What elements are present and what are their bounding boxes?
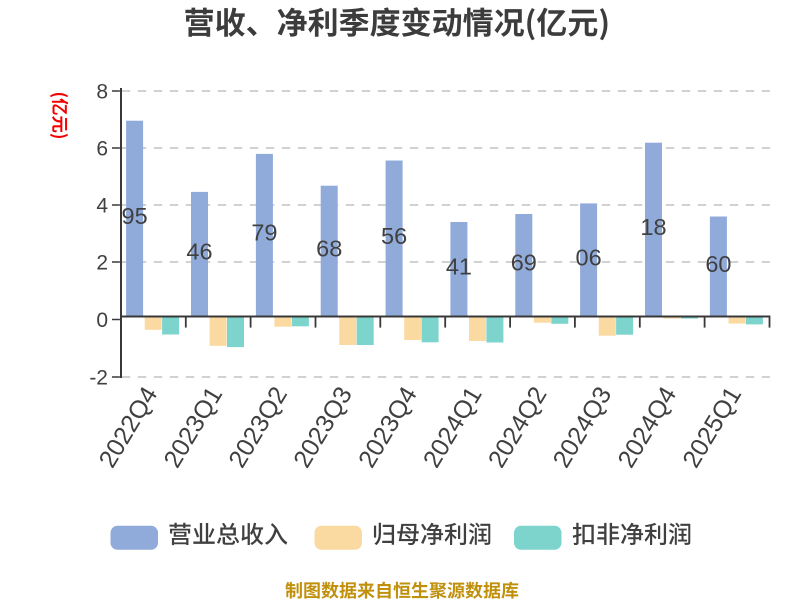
- svg-text:18: 18: [640, 214, 666, 240]
- svg-text:0: 0: [96, 309, 108, 332]
- svg-text:46: 46: [186, 239, 212, 265]
- svg-text:06: 06: [576, 244, 602, 270]
- svg-text:56: 56: [381, 223, 407, 249]
- svg-text:6: 6: [96, 138, 108, 161]
- svg-text:68: 68: [316, 235, 342, 261]
- svg-text:79: 79: [251, 220, 277, 246]
- svg-text:60: 60: [705, 251, 731, 277]
- svg-text:2: 2: [96, 252, 108, 275]
- svg-text:69: 69: [511, 250, 537, 276]
- svg-text:41: 41: [446, 254, 472, 280]
- svg-text:-2: -2: [89, 367, 108, 390]
- svg-text:4: 4: [96, 195, 108, 218]
- svg-text:8: 8: [96, 81, 108, 104]
- svg-text:95: 95: [122, 203, 148, 229]
